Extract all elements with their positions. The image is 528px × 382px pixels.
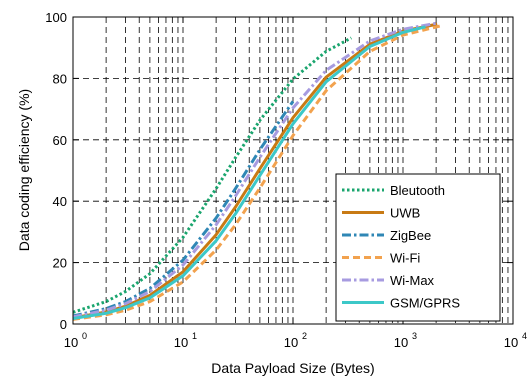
x-tick-label: 10 1	[174, 331, 197, 350]
x-tick-base: 10	[394, 335, 408, 350]
legend-item: ZigBee	[342, 228, 431, 243]
series-line-zigbee	[72, 100, 295, 318]
legend-label: Wi-Fi	[390, 251, 420, 266]
x-tick-exponent: 3	[412, 331, 417, 341]
x-tick-exponent: 4	[522, 331, 527, 341]
y-tick-label: 80	[53, 71, 67, 86]
y-tick-label: 20	[53, 256, 67, 271]
x-tick-label: 10 3	[394, 331, 417, 350]
legend-label: UWB	[390, 206, 420, 221]
legend-label: Wi-Max	[390, 273, 435, 288]
y-tick-label: 100	[45, 10, 67, 25]
y-axis-label: Data coding efficiency (%)	[16, 89, 32, 251]
x-tick-exponent: 0	[82, 331, 87, 341]
y-tick-label: 40	[53, 194, 67, 209]
x-tick-label: 10 4	[504, 331, 527, 350]
legend-item: UWB	[342, 206, 420, 221]
x-tick-base: 10	[284, 335, 298, 350]
legend: Bleutooth UWB ZigBee Wi-Fi Wi-Max GSM/GPRS	[335, 173, 501, 322]
legend-label: GSM/GPRS	[390, 296, 460, 311]
x-tick-base: 10	[504, 335, 518, 350]
legend-item: GSM/GPRS	[342, 296, 460, 311]
legend-item: Bleutooth	[342, 183, 445, 198]
legend-label: Bleutooth	[390, 183, 445, 198]
x-tick-base: 10	[174, 335, 188, 350]
series-line-wi-max	[72, 21, 438, 319]
legend-box	[335, 173, 501, 322]
legend-label: ZigBee	[390, 228, 431, 243]
legend-item: Wi-Max	[342, 273, 435, 288]
series-lines	[72, 21, 444, 321]
x-tick-exponent: 1	[192, 331, 197, 341]
x-tick-base: 10	[64, 335, 78, 350]
y-tick-label: 60	[53, 133, 67, 148]
y-tick-label: 0	[60, 317, 67, 332]
legend-item: Wi-Fi	[342, 251, 420, 266]
series-line-gsm-gprs	[72, 25, 426, 320]
x-tick-label: 10 2	[284, 331, 307, 350]
x-tick-exponent: 2	[302, 331, 307, 341]
x-tick-label: 10 0	[64, 331, 87, 350]
x-axis-label: Data Payload Size (Bytes)	[211, 360, 374, 376]
